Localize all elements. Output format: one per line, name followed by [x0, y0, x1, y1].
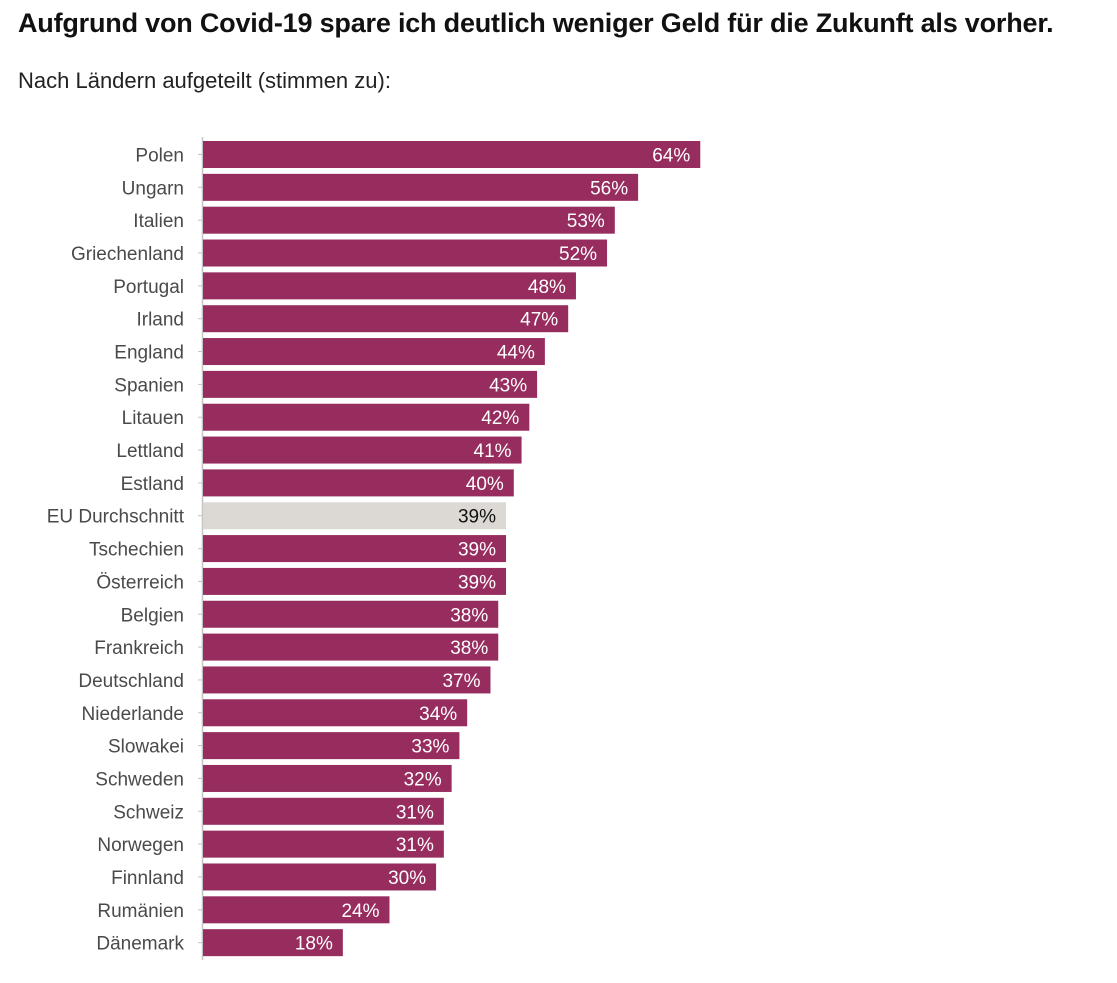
category-label: Polen: [135, 146, 184, 167]
value-label: 30%: [388, 868, 426, 889]
bar: [203, 403, 530, 431]
category-label: Frankreich: [94, 638, 184, 659]
value-label: 34%: [419, 704, 457, 725]
value-label: 31%: [396, 835, 434, 856]
value-label: 39%: [458, 540, 496, 561]
bar: [203, 896, 390, 924]
category-label: Litauen: [122, 408, 184, 429]
bar: [203, 732, 460, 760]
value-label: 37%: [442, 671, 480, 692]
value-label: 33%: [411, 737, 449, 758]
value-label: 39%: [458, 507, 496, 528]
value-label: 40%: [466, 474, 504, 495]
value-label: 39%: [458, 572, 496, 593]
bar: [203, 797, 444, 825]
bar: [203, 830, 444, 858]
bar: [203, 600, 499, 628]
value-label: 52%: [559, 244, 597, 265]
bar: [203, 699, 468, 727]
value-label: 42%: [481, 408, 519, 429]
bar: [203, 370, 538, 398]
category-label: Schweiz: [113, 802, 184, 823]
category-label: Deutschland: [78, 671, 184, 692]
bar: [203, 338, 545, 366]
value-label: 38%: [450, 638, 488, 659]
value-label: 64%: [652, 146, 690, 167]
value-label: 32%: [404, 769, 442, 790]
bar: [203, 206, 615, 234]
category-label: Estland: [121, 474, 184, 495]
category-label: Portugal: [113, 277, 184, 298]
value-label: 38%: [450, 605, 488, 626]
bar: [203, 436, 522, 464]
category-label: Spanien: [114, 375, 184, 396]
category-label: Slowakei: [108, 737, 184, 758]
category-label: England: [114, 343, 184, 364]
value-label: 24%: [341, 901, 379, 922]
bar: [203, 535, 507, 563]
category-label: Finnland: [111, 868, 184, 889]
value-label: 44%: [497, 343, 535, 364]
bar-highlight: [203, 502, 507, 530]
bar: [203, 567, 507, 595]
category-label: Lettland: [116, 441, 184, 462]
category-label: Norwegen: [97, 835, 184, 856]
chart-subtitle: Nach Ländern aufgeteilt (stimmen zu):: [18, 68, 391, 93]
bar: [203, 633, 499, 661]
category-label: Irland: [136, 310, 184, 331]
bar: [203, 666, 491, 694]
bar: [203, 764, 452, 792]
category-label: Rumänien: [97, 901, 184, 922]
category-label: Belgien: [121, 605, 184, 626]
bar: [203, 305, 569, 333]
bar: [203, 173, 639, 201]
category-label: Schweden: [95, 769, 184, 790]
bar: [203, 272, 576, 300]
bar: [203, 863, 437, 891]
bar: [203, 239, 608, 267]
value-label: 48%: [528, 277, 566, 298]
value-label: 41%: [474, 441, 512, 462]
value-label: 47%: [520, 310, 558, 331]
category-label: Ungarn: [122, 178, 184, 199]
category-label: Tschechien: [89, 540, 184, 561]
bar: [203, 469, 514, 497]
value-label: 31%: [396, 802, 434, 823]
category-label: Österreich: [96, 572, 184, 593]
category-label: Niederlande: [82, 704, 184, 725]
bar: [203, 929, 343, 957]
category-label: Griechenland: [71, 244, 184, 265]
bar: [203, 141, 701, 168]
value-label: 43%: [489, 375, 527, 396]
value-label: 53%: [567, 211, 605, 232]
chart-title: Aufgrund von Covid-19 spare ich deutlich…: [18, 8, 1054, 38]
category-label: Italien: [133, 211, 184, 232]
category-label: EU Durchschnitt: [47, 507, 185, 528]
value-label: 56%: [590, 178, 628, 199]
value-label: 18%: [295, 934, 333, 955]
category-label: Dänemark: [96, 934, 184, 955]
